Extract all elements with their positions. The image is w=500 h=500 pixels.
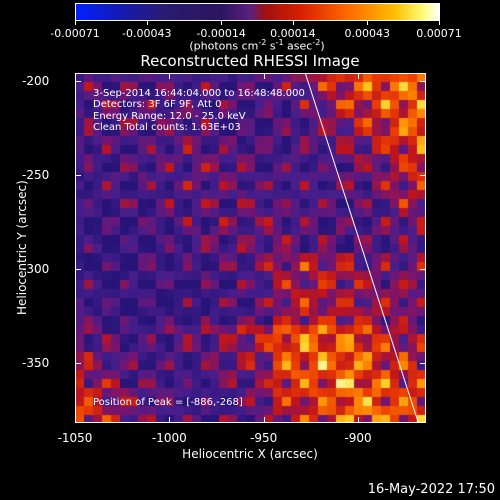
x-tick bbox=[75, 417, 76, 423]
y-tick-label: -300 bbox=[22, 261, 50, 276]
colorbar-tick bbox=[75, 20, 76, 25]
x-tick bbox=[263, 73, 265, 79]
y-tick bbox=[420, 362, 426, 364]
solar-limb-line bbox=[304, 73, 419, 423]
y-tick bbox=[75, 362, 81, 364]
x-tick bbox=[263, 417, 265, 423]
colorbar-units: (photons cm-2 s-1 asec-2) bbox=[189, 38, 325, 53]
colorbar-tick-label: -0.00071 bbox=[50, 27, 100, 40]
y-tick bbox=[75, 174, 81, 176]
y-tick bbox=[420, 80, 426, 82]
x-tick-label: -1000 bbox=[151, 431, 187, 445]
x-tick bbox=[75, 73, 76, 79]
image-canvas bbox=[75, 73, 426, 423]
colorbar-tick-label: 0.00014 bbox=[270, 27, 316, 40]
colorbar-tick-label: -0.00043 bbox=[122, 27, 172, 40]
y-tick bbox=[75, 80, 81, 82]
peak-position-label: Position of Peak = [-886,-268] bbox=[93, 397, 243, 408]
y-tick-label: -200 bbox=[22, 73, 50, 88]
colorbar-tick bbox=[367, 20, 369, 25]
y-tick bbox=[420, 268, 426, 270]
y-tick-label: -350 bbox=[22, 355, 50, 370]
colorbar-tick bbox=[146, 20, 148, 25]
plot-title: Reconstructed RHESSI Image bbox=[140, 52, 360, 70]
x-tick-label: -1050 bbox=[57, 431, 93, 445]
y-tick bbox=[75, 268, 81, 270]
colorbar-tick-label: -0.00014 bbox=[196, 27, 246, 40]
colorbar-tick-label: 0.00071 bbox=[416, 27, 462, 40]
x-tick bbox=[358, 417, 360, 423]
y-axis-title: Heliocentric Y (arcsec) bbox=[15, 180, 29, 315]
x-tick bbox=[169, 73, 171, 79]
y-tick-label: -250 bbox=[22, 167, 50, 182]
detectors-label: Detectors: 3F 6F 9F, Att 0 bbox=[93, 99, 222, 110]
time-range-label: 3-Sep-2014 16:44:04.000 to 16:48:48.000 bbox=[93, 88, 305, 99]
colorbar-tick bbox=[439, 20, 440, 25]
colorbar-tick bbox=[292, 20, 294, 25]
rhessi-image bbox=[75, 73, 426, 423]
colorbar bbox=[75, 3, 440, 21]
x-tick bbox=[358, 73, 360, 79]
y-tick bbox=[420, 174, 426, 176]
timestamp: 16-May-2022 17:50 bbox=[367, 482, 495, 497]
x-axis-title: Heliocentric X (arcsec) bbox=[182, 447, 318, 461]
limb-overlay bbox=[304, 73, 419, 423]
clean-label: Clean Total counts: 1.63E+03 bbox=[93, 122, 241, 133]
x-tick-label: -900 bbox=[344, 431, 372, 445]
colorbar-tick-label: 0.00043 bbox=[344, 27, 390, 40]
x-tick bbox=[169, 417, 171, 423]
x-tick-label: -950 bbox=[250, 431, 278, 445]
colorbar-tick bbox=[221, 20, 223, 25]
energy-range-label: Energy Range: 12.0 - 25.0 keV bbox=[93, 111, 246, 122]
